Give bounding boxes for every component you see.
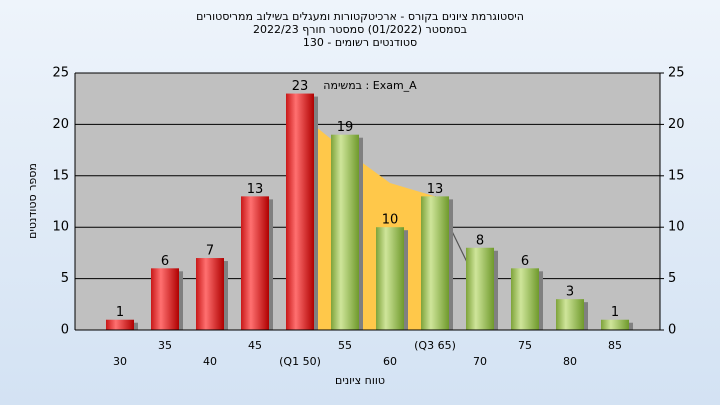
x-tick-label: (Q1 50) [279,355,321,368]
data-label: 7 [206,244,214,259]
y-tick-label: 20 [52,117,69,132]
x-tick-label: 80 [563,355,577,368]
data-label: 13 [427,182,444,197]
x-tick-label: 30 [113,355,127,368]
data-label: 6 [521,254,529,269]
annotation: במשימה : Exam_A [323,79,417,92]
x-tick-label: 60 [383,355,397,368]
bar [601,319,629,330]
data-label: 10 [382,213,399,228]
y-axis-label: מספר סטודנטים [26,163,39,239]
chart-subtitle: בסמסטר (01/2022) סמסטר חורף 2022/23 [253,23,467,36]
x-tick-label: 75 [518,339,532,352]
x-tick-label: 55 [338,339,352,352]
y-tick-label: 0 [61,323,69,338]
bar [421,196,449,330]
x-tick-label: (Q3 65) [414,339,456,352]
data-label: 1 [611,305,619,320]
y2-tick-label: 0 [668,323,676,338]
y-tick-label: 15 [52,168,69,183]
chart-subtitle: סטודנטים רשומים - 130 [303,36,417,49]
y2-tick-label: 15 [668,168,685,183]
data-label: 3 [566,285,574,300]
data-label: 6 [161,254,169,269]
data-label: 1 [116,305,124,320]
bar [511,268,539,330]
y2-tick-label: 25 [668,66,685,81]
x-tick-label: 45 [248,339,262,352]
data-label: 8 [476,233,484,248]
bar [331,134,359,330]
bar [466,247,494,330]
bar [151,268,179,330]
bar [241,196,269,330]
y2-tick-label: 20 [668,117,685,132]
y-tick-label: 5 [61,271,69,286]
x-tick-label: 70 [473,355,487,368]
y2-tick-label: 5 [668,271,676,286]
data-label: 19 [337,120,354,135]
bar [196,258,224,330]
y-tick-label: 25 [52,66,69,81]
y-tick-label: 10 [52,220,69,235]
y2-tick-label: 10 [668,220,685,235]
bar [376,227,404,330]
bar [106,319,134,330]
x-tick-label: 35 [158,339,172,352]
data-label: 13 [247,182,264,197]
bar [286,93,314,330]
x-tick-label: 40 [203,355,217,368]
chart-title: היסטוגרמת ציונים בקורס - ארכיטקטורות ומע… [196,10,524,23]
x-tick-label: 85 [608,339,622,352]
x-axis-label: טווח ציונים [335,374,385,387]
bar [556,299,584,330]
data-label: 23 [292,79,309,94]
